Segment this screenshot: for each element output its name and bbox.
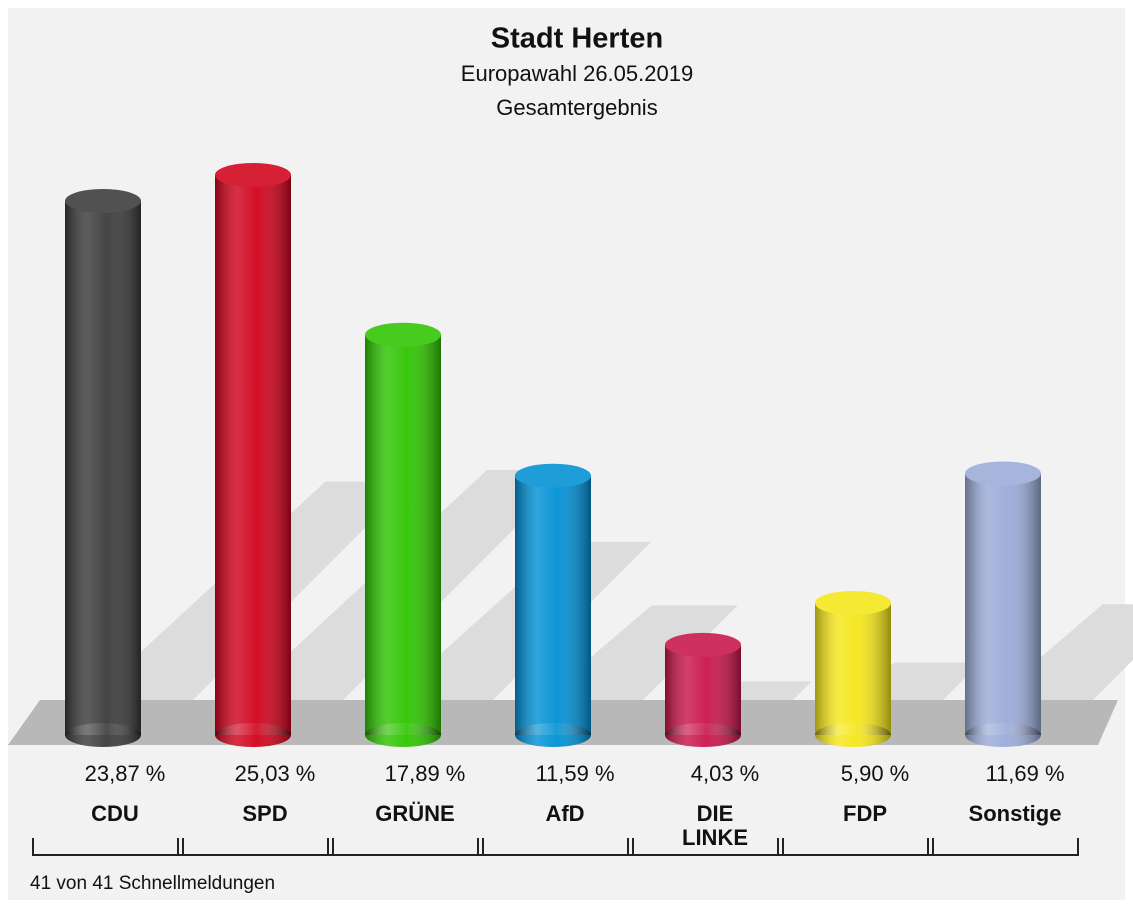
bar-body-shade bbox=[65, 200, 141, 735]
bar-top bbox=[965, 461, 1041, 486]
bar bbox=[65, 188, 141, 747]
bar-top-light bbox=[365, 322, 441, 347]
panel bbox=[8, 8, 1125, 900]
value-label: 11,59 % bbox=[535, 761, 614, 786]
value-label: 5,90 % bbox=[841, 761, 910, 786]
footnote: 41 von 41 Schnellmeldungen bbox=[30, 873, 275, 894]
value-label: 23,87 % bbox=[85, 761, 166, 786]
bar-top bbox=[215, 163, 291, 187]
bar-top-light bbox=[815, 590, 891, 615]
bar bbox=[365, 322, 441, 747]
bar-top-light bbox=[65, 188, 141, 213]
bar-top bbox=[515, 463, 591, 488]
bar-top bbox=[365, 322, 441, 347]
chart-title: Stadt Herten bbox=[491, 23, 663, 55]
category-label: Sonstige bbox=[968, 801, 1062, 826]
bar bbox=[815, 590, 891, 747]
bar-body-shade bbox=[365, 334, 441, 735]
bar bbox=[215, 163, 291, 747]
bar-top bbox=[665, 632, 741, 657]
bar-body-shade bbox=[965, 473, 1041, 735]
bar-top-light bbox=[965, 461, 1041, 486]
category-label: GRÜNE bbox=[375, 801, 455, 826]
bar-top-light bbox=[215, 163, 291, 187]
bar bbox=[665, 632, 741, 747]
category-label: AfD bbox=[545, 801, 585, 826]
category-label: CDU bbox=[91, 801, 139, 826]
bar-top bbox=[815, 590, 891, 615]
category-label: FDP bbox=[843, 801, 887, 826]
category-label: DIE LINKE bbox=[682, 801, 748, 850]
bar-body-shade bbox=[515, 475, 591, 735]
value-label: 17,89 % bbox=[385, 761, 466, 786]
category-label: SPD bbox=[242, 801, 288, 826]
value-label: 4,03 % bbox=[691, 761, 760, 786]
bar-body-shade bbox=[665, 644, 741, 735]
bar-body-shade bbox=[815, 602, 891, 735]
bar-top-light bbox=[515, 463, 591, 488]
bar-body-shade bbox=[215, 175, 291, 735]
bar-top-light bbox=[665, 632, 741, 657]
bar bbox=[515, 463, 591, 747]
value-label: 25,03 % bbox=[235, 761, 316, 786]
subtitle: Gesamtergebnis bbox=[496, 95, 657, 120]
bar-top bbox=[65, 188, 141, 213]
bar bbox=[965, 461, 1041, 747]
value-label: 11,69 % bbox=[985, 761, 1064, 786]
subtitle: Europawahl 26.05.2019 bbox=[461, 61, 693, 86]
